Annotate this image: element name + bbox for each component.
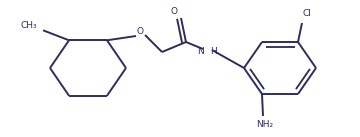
Text: O: O	[136, 28, 144, 36]
Text: H: H	[210, 48, 217, 56]
Text: O: O	[171, 6, 177, 15]
Text: CH₃: CH₃	[21, 21, 37, 30]
Text: NH₂: NH₂	[256, 120, 274, 129]
Text: Cl: Cl	[302, 8, 311, 18]
Text: N: N	[197, 48, 204, 56]
